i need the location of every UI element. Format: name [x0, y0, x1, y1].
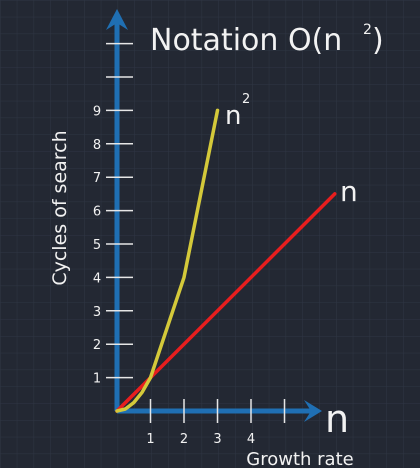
x-tick-label: 3: [213, 432, 221, 447]
x-tick-label: 1: [146, 432, 154, 447]
x-axis-label: Growth rate: [246, 449, 353, 468]
series-label-n-squared: n: [225, 101, 241, 131]
y-tick-label: 8: [93, 138, 101, 153]
y-tick-label: 6: [93, 205, 101, 220]
x-axis-symbol: n: [325, 397, 349, 441]
y-tick-label: 4: [93, 271, 101, 286]
chart-title-superscript: 2: [363, 22, 372, 38]
y-tick-label: 9: [93, 104, 101, 119]
y-axis-label: Cycles of search: [49, 130, 71, 285]
y-tick-label: 5: [93, 238, 101, 253]
y-tick-label: 1: [93, 372, 101, 387]
y-tick-label: 3: [93, 305, 101, 320]
y-tick-label: 2: [93, 338, 101, 353]
y-tick-label: 7: [93, 171, 101, 186]
series-label-n: n: [340, 175, 358, 208]
chart-title-end: ): [372, 23, 384, 58]
x-tick-label: 4: [247, 432, 255, 447]
x-tick-label: 2: [180, 432, 188, 447]
chart-title: Notation O(n: [150, 23, 342, 58]
series-label-n-squared-superscript: 2: [242, 92, 250, 107]
